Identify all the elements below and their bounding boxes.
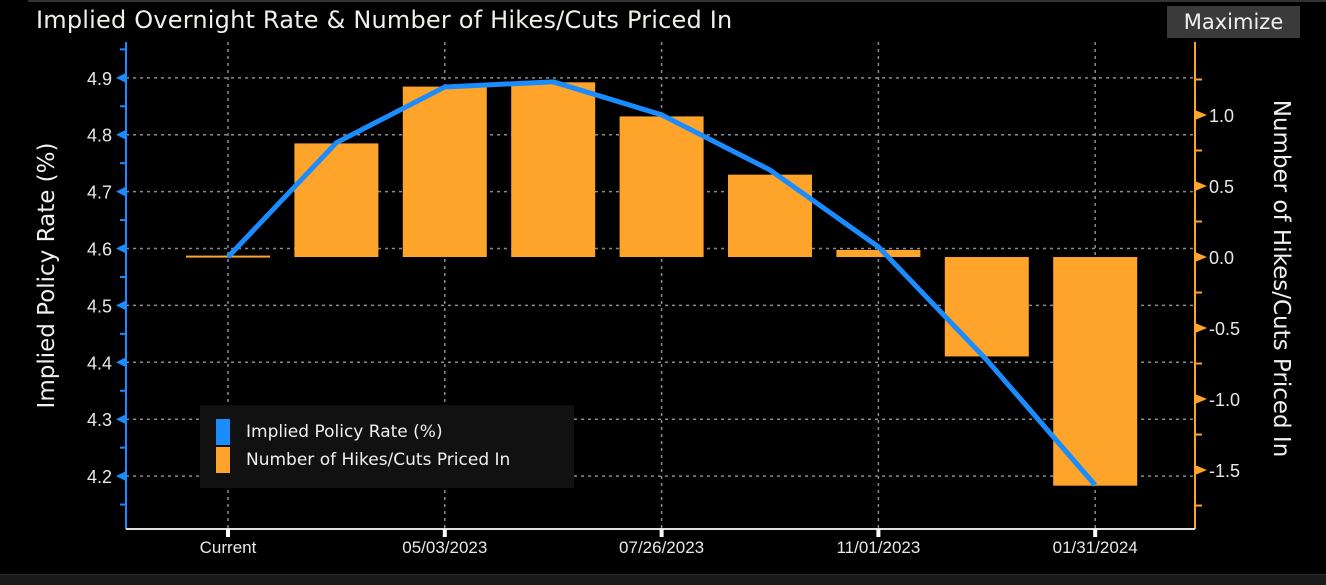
bar-6	[836, 249, 921, 258]
x-tick	[1093, 529, 1098, 537]
x-tick-label: 07/26/2023	[619, 538, 704, 557]
left-tick-label: 4.5	[87, 296, 112, 316]
left-tick-marker	[116, 471, 126, 482]
right-tick-marker	[1195, 394, 1207, 405]
x-tick	[226, 529, 230, 537]
right-axis-title: Number of Hikes/Cuts Priced In	[1268, 100, 1294, 458]
series-line-implied-rate	[226, 79, 1098, 487]
bar-3	[511, 82, 596, 258]
x-tick-label: Current	[200, 538, 257, 557]
x-tick-label: 11/01/2023	[836, 538, 920, 557]
right-tick-label: -1.5	[1209, 461, 1240, 481]
left-tick-marker	[116, 300, 126, 311]
right-tick-marker	[1195, 252, 1207, 263]
right-tick-label: -1.0	[1209, 390, 1240, 410]
left-tick-marker	[116, 357, 126, 368]
chart-title: Implied Overnight Rate & Number of Hikes…	[36, 6, 733, 34]
legend-item-line: Implied Policy Rate (%)	[216, 419, 443, 445]
right-tick-label: 1.0	[1209, 106, 1234, 126]
left-tick-label: 4.9	[87, 69, 112, 89]
left-tick-marker	[116, 72, 126, 83]
left-tick-label: 4.6	[87, 240, 112, 260]
bar-5	[728, 174, 812, 258]
bar-4	[619, 116, 704, 258]
maximize-button[interactable]: Maximize	[1167, 6, 1300, 38]
left-tick-label: 4.3	[87, 410, 112, 430]
bar-8	[1053, 257, 1138, 486]
legend-label-bars: Number of Hikes/Cuts Priced In	[246, 450, 511, 470]
legend-item-bars: Number of Hikes/Cuts Priced In	[216, 447, 510, 473]
x-tick	[442, 529, 447, 537]
left-tick-label: 4.2	[87, 467, 112, 487]
right-tick-marker	[1195, 181, 1207, 192]
bar-7	[944, 257, 1029, 357]
left-tick-label: 4.7	[87, 183, 112, 203]
left-tick-marker	[116, 186, 126, 197]
x-tick	[659, 529, 664, 537]
left-tick-marker	[116, 129, 126, 140]
legend-swatch-line	[216, 419, 230, 445]
top-border	[28, 0, 1326, 2]
x-tick	[876, 529, 881, 537]
legend-swatch-bars	[216, 447, 230, 473]
left-tick-marker	[116, 414, 126, 425]
bar-2	[402, 86, 487, 258]
legend-label-line: Implied Policy Rate (%)	[246, 422, 443, 442]
right-tick-marker	[1195, 465, 1207, 476]
bar-1	[294, 143, 379, 258]
left-tick-label: 4.4	[87, 353, 112, 373]
left-tick-label: 4.8	[87, 126, 112, 146]
legend: Implied Policy Rate (%) Number of Hikes/…	[200, 405, 574, 488]
left-axis-title: Implied Policy Rate (%)	[34, 143, 60, 409]
right-tick-label: -0.5	[1209, 319, 1240, 339]
right-tick-marker	[1195, 110, 1207, 121]
bottom-strip	[0, 574, 1326, 585]
right-tick-label: 0.0	[1209, 248, 1234, 268]
left-tick-marker	[116, 243, 126, 254]
right-tick-marker	[1195, 323, 1207, 334]
x-tick-label: 01/31/2024	[1053, 538, 1138, 557]
right-tick-label: 0.5	[1209, 177, 1234, 197]
x-tick-label: 05/03/2023	[402, 538, 487, 557]
